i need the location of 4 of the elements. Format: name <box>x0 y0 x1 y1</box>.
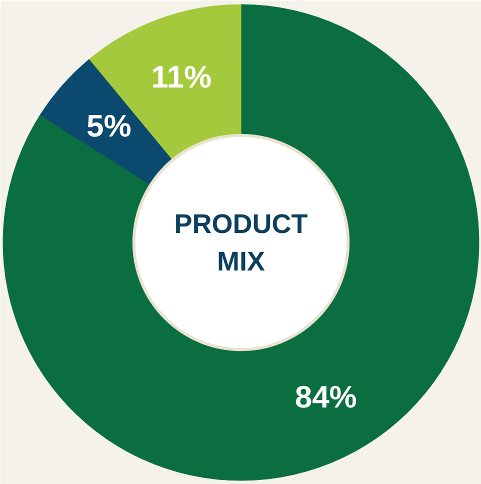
data-label: 5% <box>86 108 132 144</box>
text: PRODUCT MIX <box>174 208 308 276</box>
data-label: 84% <box>294 379 357 414</box>
data-label: 11% <box>151 59 212 94</box>
